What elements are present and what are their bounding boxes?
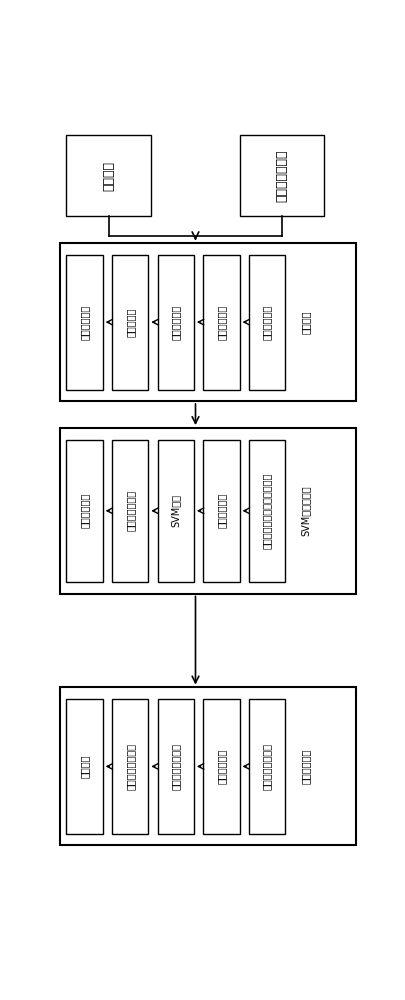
- Text: 标签生成: 标签生成: [79, 755, 90, 778]
- Bar: [60, 428, 355, 594]
- Bar: [239, 135, 324, 216]
- Text: 基于支持向量机参数优化选择: 基于支持向量机参数优化选择: [261, 473, 271, 549]
- Bar: [158, 440, 194, 582]
- Bar: [158, 699, 194, 834]
- Text: 标签坐标位置分析: 标签坐标位置分析: [171, 743, 180, 790]
- Text: 样本数据采集: 样本数据采集: [216, 304, 226, 340]
- Text: SVM训练: SVM训练: [171, 494, 180, 527]
- Text: 样本处理训练: 样本处理训练: [171, 304, 180, 340]
- Text: 特征数据采集: 特征数据采集: [216, 493, 226, 528]
- Bar: [112, 440, 148, 582]
- Text: SVM训练分类器: SVM训练分类器: [300, 485, 310, 536]
- Text: 数据采集: 数据采集: [300, 310, 310, 334]
- Bar: [112, 699, 148, 834]
- Bar: [66, 255, 102, 389]
- Bar: [112, 255, 148, 389]
- Bar: [66, 135, 151, 216]
- Text: 采集数据结果: 采集数据结果: [79, 304, 90, 340]
- Bar: [66, 699, 102, 834]
- Bar: [66, 440, 102, 582]
- Bar: [60, 243, 355, 401]
- Text: 分类器训练结果: 分类器训练结果: [125, 490, 135, 531]
- Bar: [203, 699, 239, 834]
- Bar: [248, 255, 284, 389]
- Text: 测距定位运算结果: 测距定位运算结果: [125, 743, 135, 790]
- Text: 标签坐标位置: 标签坐标位置: [216, 749, 226, 784]
- Text: 先验知识采集: 先验知识采集: [261, 304, 271, 340]
- Bar: [203, 255, 239, 389]
- Text: 采集数据: 采集数据: [102, 161, 115, 191]
- Bar: [248, 699, 284, 834]
- Bar: [158, 255, 194, 389]
- Bar: [248, 440, 284, 582]
- Text: 标签坐标位置计算: 标签坐标位置计算: [261, 743, 271, 790]
- Text: 测量参数和方法: 测量参数和方法: [275, 150, 288, 202]
- Text: 通信接收数据: 通信接收数据: [300, 749, 310, 784]
- Bar: [60, 687, 355, 845]
- Bar: [203, 440, 239, 582]
- Text: 归一化处理: 归一化处理: [125, 307, 135, 337]
- Text: 测试数据结果: 测试数据结果: [79, 493, 90, 528]
